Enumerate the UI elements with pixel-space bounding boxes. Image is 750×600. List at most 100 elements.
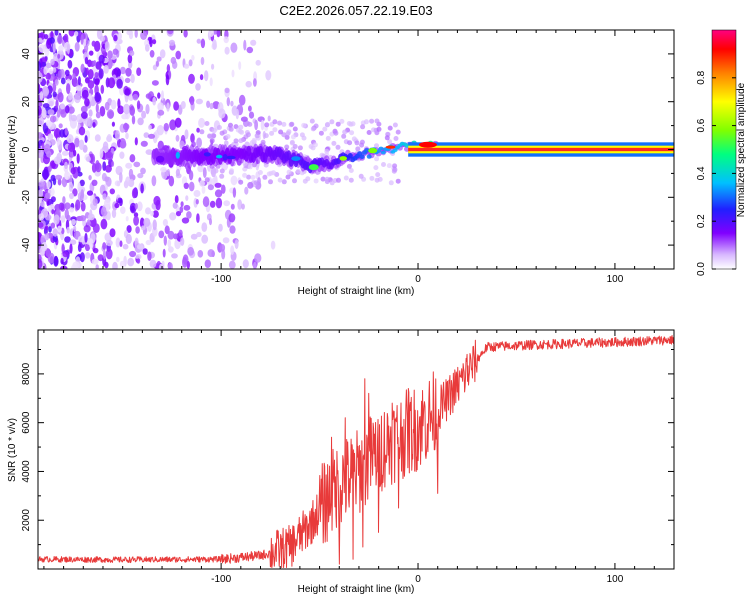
noise-blob <box>200 56 205 66</box>
noise-blob <box>153 195 161 206</box>
ridge-hotspot <box>368 147 378 154</box>
noise-blob <box>134 137 138 146</box>
noise-blob <box>228 122 233 128</box>
ridge-hotspot <box>222 154 228 161</box>
snr-panel: -100 0 100 2000 4000 6000 8000 Height of strai… <box>7 329 675 595</box>
noise-blob <box>204 259 211 269</box>
noise-blob <box>88 175 92 181</box>
noise-blob <box>348 177 354 183</box>
noise-blob <box>91 40 96 47</box>
noise-blob <box>68 106 75 114</box>
noise-blob <box>102 250 107 260</box>
noise-blob <box>71 218 76 226</box>
noise-blob <box>91 179 98 186</box>
noise-blob <box>186 211 192 219</box>
noise-blob <box>44 48 50 57</box>
noise-blob <box>75 199 81 211</box>
noise-blob <box>242 259 249 269</box>
colorbar-tick-label: 0.0 <box>696 262 707 276</box>
noise-blob <box>179 206 184 214</box>
noise-blob <box>257 170 263 175</box>
noise-blob <box>135 254 142 260</box>
noise-blob <box>270 240 276 250</box>
noise-blob <box>180 237 185 246</box>
noise-blob <box>107 50 113 59</box>
noise-blob <box>190 133 195 144</box>
noise-blob <box>64 202 71 210</box>
band-center <box>408 147 674 152</box>
noise-blob <box>152 210 159 218</box>
noise-blob <box>208 30 214 37</box>
noise-blob <box>246 174 252 180</box>
noise-blob <box>310 126 316 132</box>
noise-blob <box>168 39 176 47</box>
noise-blob <box>60 103 65 110</box>
noise-blob <box>119 151 125 159</box>
noise-blob <box>346 121 352 126</box>
noise-blob <box>79 179 85 187</box>
noise-blob <box>180 101 186 109</box>
noise-blob <box>47 133 54 140</box>
noise-blob <box>290 134 296 140</box>
noise-blob <box>346 163 352 169</box>
noise-blob <box>102 141 109 151</box>
noise-blob <box>211 177 217 186</box>
noise-blob <box>119 172 123 183</box>
noise-blob <box>52 82 57 93</box>
y-tick-label: 4000 <box>21 460 32 483</box>
noise-blob <box>130 73 135 84</box>
colorbar-label: Normalized spectral amplitude <box>736 82 747 217</box>
noise-blob <box>102 242 107 250</box>
noise-blob <box>246 46 254 54</box>
noise-blob <box>102 193 107 200</box>
noise-blob <box>123 123 130 131</box>
noise-blob <box>347 140 353 146</box>
y-tick-label: 8000 <box>21 362 32 385</box>
noise-blob <box>221 184 226 194</box>
heatmap-content <box>38 30 674 269</box>
noise-blob <box>329 180 335 186</box>
noise-blob <box>55 99 59 109</box>
noise-blob <box>140 183 144 194</box>
noise-blob <box>211 133 217 139</box>
bottom-y-axis-label: SNR (10 * v/v) <box>7 418 18 482</box>
noise-blob <box>38 213 45 221</box>
noise-blob <box>244 186 249 195</box>
noise-blob <box>289 121 295 127</box>
noise-blob <box>109 188 116 195</box>
noise-blob <box>151 80 159 86</box>
noise-blob <box>248 111 255 119</box>
noise-blob <box>87 80 95 89</box>
noise-blob <box>238 61 242 70</box>
noise-blob <box>116 181 121 187</box>
noise-blob <box>301 122 307 128</box>
noise-blob <box>211 128 217 134</box>
x-tick-label: 0 <box>415 274 421 285</box>
noise-blob <box>374 118 380 124</box>
noise-blob <box>44 225 49 231</box>
noise-blob <box>230 100 234 107</box>
noise-blob <box>133 161 141 168</box>
noise-blob <box>233 138 239 144</box>
noise-blob <box>113 34 118 42</box>
noise-blob <box>92 247 99 254</box>
noise-blob <box>204 177 210 183</box>
noise-blob <box>257 116 265 122</box>
y-tick-label: 0 <box>21 146 32 152</box>
noise-blob <box>254 253 262 263</box>
noise-blob <box>295 168 301 174</box>
noise-blob <box>57 225 62 233</box>
noise-blob <box>197 250 204 258</box>
noise-blob <box>152 96 157 106</box>
noise-blob <box>38 61 42 72</box>
noise-blob <box>145 149 153 156</box>
noise-blob <box>375 172 381 178</box>
noise-blob <box>110 99 117 110</box>
noise-blob <box>155 60 159 67</box>
noise-blob <box>358 173 364 179</box>
noise-blob <box>387 125 393 131</box>
noise-blob <box>40 201 45 208</box>
ridge-hotspot <box>216 154 223 159</box>
noise-blob <box>234 239 239 250</box>
noise-blob <box>66 226 70 234</box>
